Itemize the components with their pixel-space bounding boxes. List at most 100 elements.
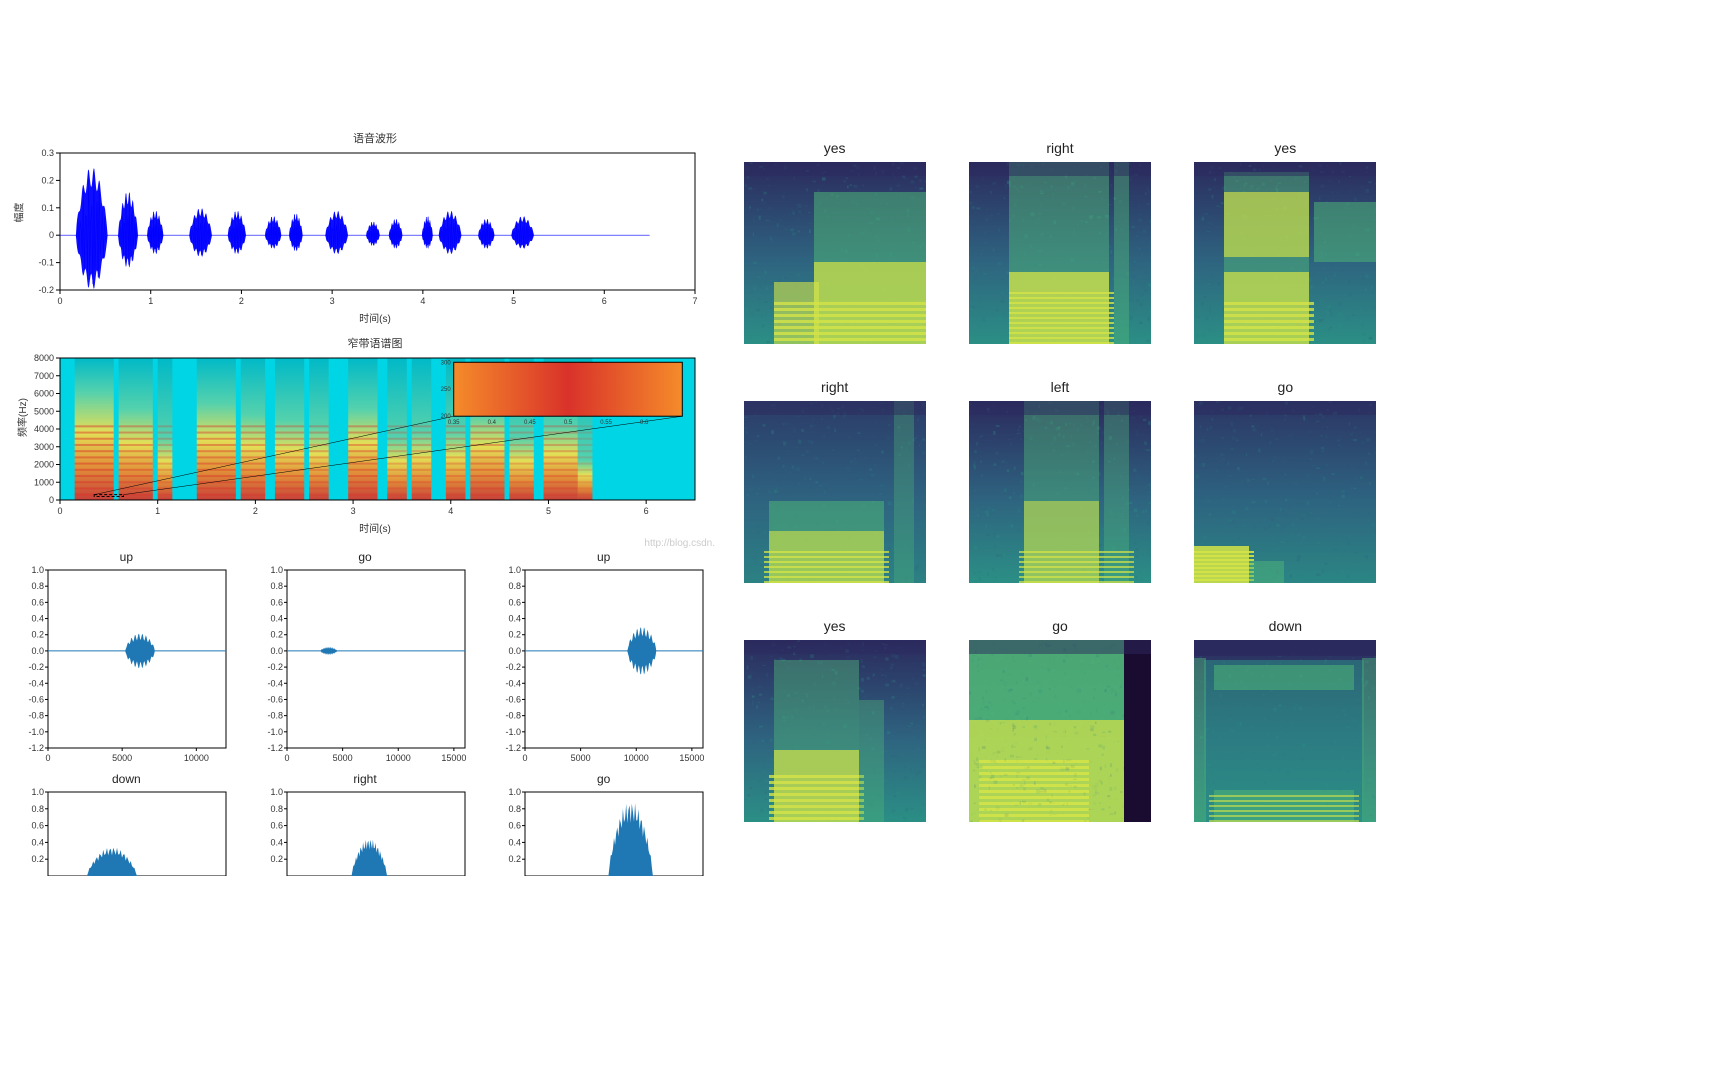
- spectrogram-svg: [1194, 640, 1376, 822]
- svg-text:10000: 10000: [184, 753, 209, 763]
- main-spectrogram-ylabel: 频率(Hz): [14, 398, 29, 437]
- main-waveform-svg: 01234567-0.2-0.100.10.20.3: [30, 148, 700, 308]
- svg-text:0.4: 0.4: [270, 614, 283, 624]
- main-spectrogram-chart: 窄带语谱图 频率(Hz) 012345601000200030004000500…: [30, 335, 720, 535]
- spectrogram-svg: [744, 401, 926, 583]
- svg-text:0.6: 0.6: [640, 420, 649, 426]
- svg-text:5000: 5000: [34, 406, 54, 416]
- svg-text:-1.2: -1.2: [28, 743, 44, 753]
- spectrogram-svg: [969, 640, 1151, 822]
- svg-text:2: 2: [239, 296, 244, 306]
- small-waveform-title: up: [10, 550, 243, 564]
- svg-text:1.0: 1.0: [31, 788, 44, 797]
- left-panel: 语音波形 幅度 01234567-0.2-0.100.10.20.3 时间(s)…: [0, 130, 720, 876]
- svg-text:1.0: 1.0: [509, 566, 522, 575]
- watermark: http://blog.csdn.: [644, 538, 715, 549]
- svg-text:5000: 5000: [112, 753, 132, 763]
- spectrogram-cell: yes: [740, 140, 929, 349]
- main-spectrogram-xlabel: 时间(s): [30, 520, 720, 535]
- svg-text:0.4: 0.4: [509, 614, 522, 624]
- spectrogram-svg: [1194, 162, 1376, 344]
- svg-text:3000: 3000: [34, 442, 54, 452]
- spectrogram-svg: [744, 162, 926, 344]
- spectrogram-svg: [744, 640, 926, 822]
- svg-text:0: 0: [49, 495, 54, 505]
- main-waveform-chart: 语音波形 幅度 01234567-0.2-0.100.10.20.3 时间(s): [30, 130, 720, 325]
- svg-text:5: 5: [511, 296, 516, 306]
- spectrogram-title: down: [1191, 618, 1380, 634]
- svg-text:-0.6: -0.6: [28, 694, 44, 704]
- svg-text:4: 4: [420, 296, 425, 306]
- svg-text:0.2: 0.2: [509, 854, 522, 864]
- spectrogram-grid: yesrightyesrightleftgoyesgodown: [740, 140, 1380, 827]
- svg-text:3: 3: [330, 296, 335, 306]
- spectrogram-cell: go: [1191, 379, 1380, 588]
- small-waveform-svg: -1.2-1.0-0.8-0.6-0.4-0.20.00.20.40.60.81…: [249, 566, 469, 766]
- spectrogram-title: go: [965, 618, 1154, 634]
- svg-text:15000: 15000: [680, 753, 705, 763]
- svg-text:0.6: 0.6: [270, 821, 283, 831]
- svg-text:1.0: 1.0: [31, 566, 44, 575]
- svg-text:8000: 8000: [34, 353, 54, 363]
- svg-text:7000: 7000: [34, 371, 54, 381]
- svg-text:10000: 10000: [385, 753, 410, 763]
- svg-text:1: 1: [148, 296, 153, 306]
- svg-text:-0.2: -0.2: [38, 285, 54, 295]
- spectrogram-title: left: [965, 379, 1154, 395]
- svg-text:0.6: 0.6: [31, 597, 44, 607]
- svg-text:5000: 5000: [332, 753, 352, 763]
- spectrogram-title: right: [965, 140, 1154, 156]
- spectrogram-cell: down: [1191, 618, 1380, 827]
- small-waveform-title: right: [249, 772, 482, 786]
- svg-text:6: 6: [602, 296, 607, 306]
- svg-text:5000: 5000: [571, 753, 591, 763]
- svg-text:0.0: 0.0: [31, 646, 44, 656]
- svg-text:-0.6: -0.6: [267, 694, 283, 704]
- small-waveform-svg: 0.20.40.60.81.0: [10, 788, 230, 876]
- spectrogram-title: yes: [1191, 140, 1380, 156]
- svg-text:0.6: 0.6: [31, 821, 44, 831]
- small-waveform-title: go: [487, 772, 720, 786]
- spectrogram-cell: yes: [1191, 140, 1380, 349]
- svg-text:0.6: 0.6: [270, 597, 283, 607]
- small-waveform-grid: up-1.2-1.0-0.8-0.6-0.4-0.20.00.20.40.60.…: [10, 550, 720, 876]
- spectrogram-title: yes: [740, 140, 929, 156]
- svg-text:6000: 6000: [34, 389, 54, 399]
- svg-text:0.8: 0.8: [270, 581, 283, 591]
- svg-text:0.8: 0.8: [509, 804, 522, 814]
- small-waveform-cell: up-1.2-1.0-0.8-0.6-0.4-0.20.00.20.40.60.…: [10, 550, 243, 766]
- svg-text:0.45: 0.45: [524, 420, 536, 426]
- svg-text:1.0: 1.0: [270, 788, 283, 797]
- svg-text:0.0: 0.0: [270, 646, 283, 656]
- main-spectrogram-title: 窄带语谱图: [30, 335, 720, 351]
- svg-text:0.4: 0.4: [31, 837, 44, 847]
- svg-text:0.55: 0.55: [600, 420, 612, 426]
- main-waveform-title: 语音波形: [30, 130, 720, 146]
- main-waveform-xlabel: 时间(s): [30, 310, 720, 325]
- svg-text:0.4: 0.4: [488, 420, 497, 426]
- small-waveform-cell: go0.20.40.60.81.0: [487, 772, 720, 876]
- svg-text:-1.0: -1.0: [28, 727, 44, 737]
- svg-text:-0.1: -0.1: [38, 258, 54, 268]
- small-waveform-title: up: [487, 550, 720, 564]
- svg-text:-0.8: -0.8: [267, 711, 283, 721]
- svg-text:2: 2: [253, 506, 258, 516]
- svg-text:0.2: 0.2: [509, 630, 522, 640]
- spectrogram-svg: [969, 401, 1151, 583]
- small-waveform-svg: -1.2-1.0-0.8-0.6-0.4-0.20.00.20.40.60.81…: [487, 566, 707, 766]
- svg-text:0: 0: [49, 230, 54, 240]
- svg-text:250: 250: [441, 387, 452, 393]
- svg-text:300: 300: [441, 360, 452, 366]
- spectrogram-cell: right: [965, 140, 1154, 349]
- svg-text:-0.8: -0.8: [506, 711, 522, 721]
- svg-text:0.2: 0.2: [31, 630, 44, 640]
- svg-text:1.0: 1.0: [270, 566, 283, 575]
- svg-text:0.4: 0.4: [509, 837, 522, 847]
- svg-text:-0.6: -0.6: [506, 694, 522, 704]
- svg-text:0.6: 0.6: [509, 597, 522, 607]
- small-waveform-svg: 0.20.40.60.81.0: [487, 788, 707, 876]
- svg-text:4000: 4000: [34, 424, 54, 434]
- svg-text:-0.4: -0.4: [28, 678, 44, 688]
- spectrogram-cell: left: [965, 379, 1154, 588]
- small-waveform-cell: up-1.2-1.0-0.8-0.6-0.4-0.20.00.20.40.60.…: [487, 550, 720, 766]
